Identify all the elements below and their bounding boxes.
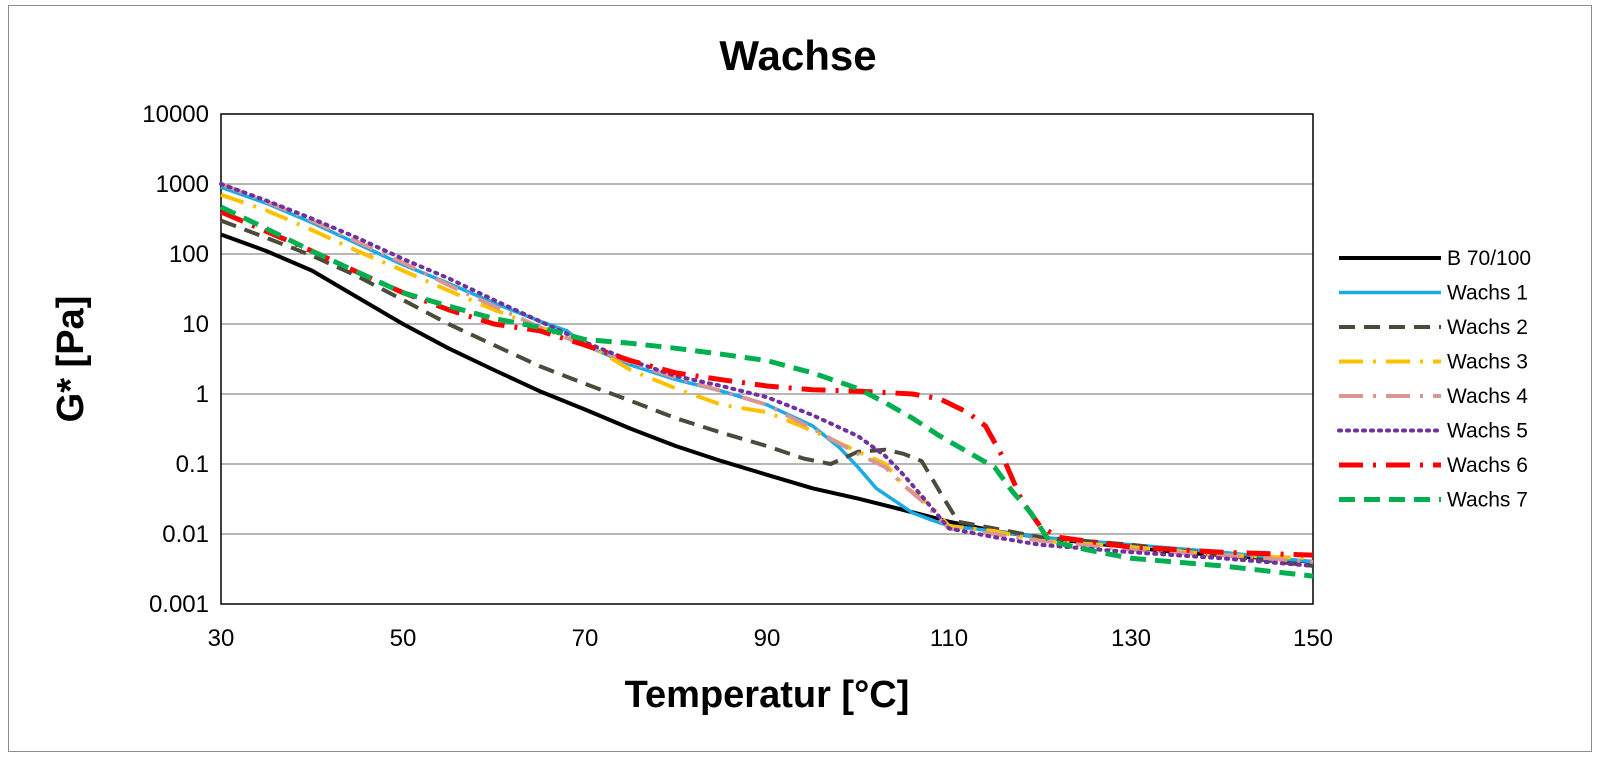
legend-label-3: Wachs 2 bbox=[1447, 316, 1528, 339]
y-tick-labels: 0.001 0.01 0.1 1 10 100 1000 10000 bbox=[142, 101, 209, 618]
y-tick-label: 10 bbox=[182, 311, 209, 338]
series-group bbox=[219, 182, 1315, 579]
legend-label-5: Wachs 4 bbox=[1447, 385, 1528, 408]
x-tick-label: 150 bbox=[1293, 625, 1333, 652]
series-line-2 bbox=[220, 185, 1314, 564]
plot-area-border bbox=[220, 113, 1314, 605]
x-tick-label: 30 bbox=[208, 625, 235, 652]
series-line-8 bbox=[219, 204, 1314, 579]
series-line-3 bbox=[220, 218, 1314, 568]
legend-label-1: B 70/100 bbox=[1447, 247, 1531, 270]
series-line-5 bbox=[220, 182, 1314, 564]
x-tick-label: 50 bbox=[390, 625, 417, 652]
grid-lines bbox=[221, 183, 1313, 535]
legend-label-4: Wachs 3 bbox=[1447, 351, 1528, 374]
y-tick-label: 1000 bbox=[156, 171, 209, 198]
y-tick-label: 1 bbox=[196, 381, 209, 408]
y-axis-title: G* [Pa] bbox=[50, 296, 92, 423]
legend-label-8: Wachs 7 bbox=[1447, 489, 1528, 512]
y-tick-label: 10000 bbox=[142, 101, 209, 128]
legend-label-6: Wachs 5 bbox=[1447, 420, 1528, 443]
chart: Wachse 30 50 70 90 110 130 150 0.0010.010.1110… bbox=[50, 32, 1531, 716]
y-tick-label: 0.1 bbox=[176, 451, 209, 478]
chart-title: Wachse bbox=[719, 32, 876, 79]
x-tick-label: 70 bbox=[572, 625, 599, 652]
y-tick-label: 0.001 bbox=[149, 591, 209, 618]
legend-label-2: Wachs 1 bbox=[1447, 282, 1528, 305]
series-line-4 bbox=[220, 192, 1314, 561]
chart-frame: Wachse 30 50 70 90 110 130 150 0.001 0.01 0.1 1 10… bbox=[8, 5, 1592, 752]
y-tick-label: 0.01 bbox=[162, 521, 209, 548]
x-tick-label: 110 bbox=[930, 625, 968, 652]
legend: B 70/100 Wachs 1 Wachs 2 Wachs 3 Wachs 4 Wach… bbox=[1337, 247, 1531, 512]
y-tick-label: 100 bbox=[169, 241, 209, 268]
x-tick-labels: 30 50 70 90 110 130 150 bbox=[208, 625, 1333, 652]
legend-label-7: Wachs 6 bbox=[1447, 454, 1528, 477]
series-line-6 bbox=[219, 182, 1315, 568]
x-tick-label: 130 bbox=[1111, 625, 1151, 652]
x-axis-title: Temperatur [°C] bbox=[625, 674, 910, 716]
x-tick-label: 90 bbox=[754, 625, 781, 652]
